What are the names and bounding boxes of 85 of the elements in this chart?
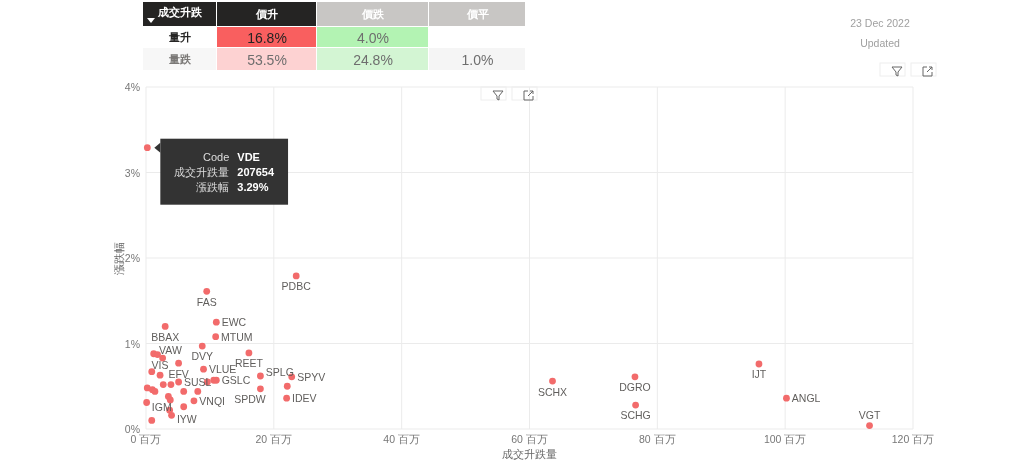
data-label: IYW (176, 413, 197, 426)
x-axis-title: 成交升跌量 (502, 448, 557, 460)
category-label: 價平 (465, 8, 489, 20)
data-label: VNQI (199, 394, 226, 407)
point (166, 396, 174, 404)
point (159, 381, 167, 388)
data-label: EWC (221, 316, 247, 329)
data-label: DVY (191, 350, 214, 363)
point (212, 333, 220, 341)
point (631, 373, 639, 381)
text: 4.0% (357, 29, 389, 46)
point (143, 144, 151, 152)
data-label: SPDW (234, 393, 266, 406)
data-label: PDBC (281, 280, 312, 293)
text: 24.8% (353, 51, 393, 68)
x-tick-label: 20 百万 (255, 433, 293, 445)
data-label: FAS (196, 295, 217, 308)
point (161, 323, 169, 330)
point (168, 411, 175, 419)
point (198, 342, 206, 350)
data-label: VIS (151, 358, 169, 371)
point (148, 417, 156, 424)
x-tick-label: 80 百万 (639, 433, 676, 445)
point (190, 397, 198, 405)
point (212, 318, 220, 326)
point (245, 349, 253, 357)
data-label: VGT (858, 409, 881, 422)
y-tick-label: 4% (124, 81, 140, 93)
point (257, 385, 264, 393)
data-label: IJT (751, 368, 767, 381)
category-label: 量升 (169, 30, 191, 43)
point (292, 272, 300, 280)
text: 16.8% (247, 29, 287, 46)
point (175, 359, 182, 367)
x-tick-label: 0 百万 (130, 433, 162, 445)
y-tick-label: 0% (124, 423, 140, 435)
data-label: SPLG (265, 365, 294, 378)
data-label: VLUE (208, 363, 237, 376)
point (143, 399, 151, 406)
annotation: Code VDE 成交升跌量 207654 漲跌幅 3.29% (174, 150, 275, 193)
point (194, 387, 202, 395)
data-label: IDEV (292, 392, 317, 405)
data-label: SPYV (297, 370, 326, 383)
x-tick-label: 60 百万 (511, 433, 548, 445)
x-tick-label: 120 百万 (891, 433, 935, 445)
y-tick-label: 1% (124, 337, 140, 350)
point (180, 387, 188, 395)
y-tick-label: 3% (124, 166, 140, 179)
text: 成交升跌 (157, 6, 203, 18)
point (148, 368, 156, 376)
data-label: IGM (151, 400, 172, 413)
point (783, 394, 790, 402)
text: 1.0% (461, 51, 494, 68)
data-label: VAW (159, 343, 182, 356)
data-label: EFV (168, 367, 189, 380)
point (156, 371, 164, 379)
text: 23 Dec 2022 (850, 17, 910, 29)
point (180, 403, 188, 411)
y-tick-label: 2% (124, 252, 140, 264)
category-label: 價升 (255, 8, 278, 20)
data-label: BBAX (151, 330, 180, 343)
data-label: SCHG (620, 409, 651, 422)
category-label: 價跌 (361, 8, 385, 20)
data-label: MTUM (221, 330, 253, 343)
point (283, 382, 291, 390)
point (200, 365, 207, 373)
point (549, 377, 556, 385)
x-tick-label: 100 百万 (763, 433, 807, 445)
point (203, 287, 211, 295)
y-axis-title: 漲跌幅 (113, 241, 125, 275)
tooltip: Code VDE 成交升跌量 207654 漲跌幅 3.29% (154, 138, 289, 205)
point (167, 381, 175, 388)
x-tick-label: 40 百万 (383, 433, 420, 445)
data-label: SCHX (537, 385, 568, 398)
text: 53.5% (247, 51, 287, 68)
category-label: 量跌 (169, 52, 191, 65)
data-label: DGRO (619, 381, 651, 394)
point (866, 422, 873, 429)
point (257, 372, 264, 380)
data-label: GSLC (221, 374, 251, 387)
point (755, 360, 763, 368)
point (283, 394, 291, 402)
point (632, 401, 639, 409)
text: Updated (860, 37, 901, 49)
data-label: ANGL (791, 392, 821, 405)
